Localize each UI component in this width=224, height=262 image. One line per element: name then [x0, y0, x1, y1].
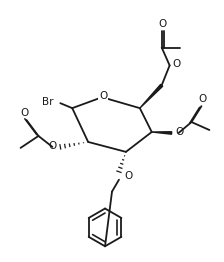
Text: O: O	[124, 171, 132, 181]
Text: O: O	[173, 59, 181, 69]
Text: O: O	[198, 94, 207, 104]
Polygon shape	[140, 84, 163, 108]
Text: O: O	[48, 141, 56, 151]
Text: Br: Br	[42, 97, 53, 107]
Text: O: O	[20, 108, 29, 118]
Text: O: O	[176, 127, 184, 137]
Text: O: O	[159, 19, 167, 29]
Text: O: O	[99, 91, 107, 101]
Polygon shape	[152, 132, 172, 134]
